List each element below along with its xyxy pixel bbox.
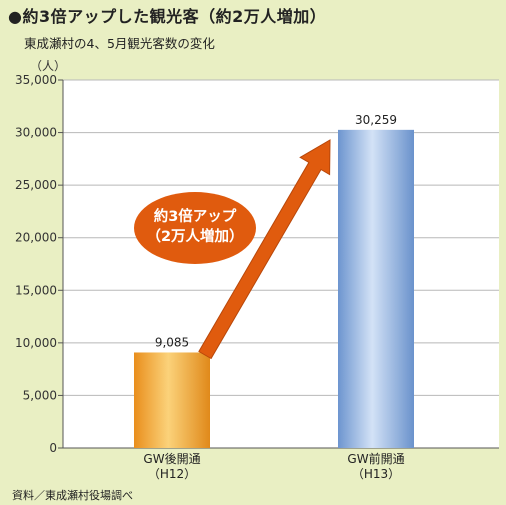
chart-title: ●約3倍アップした観光客（約2万人増加）	[8, 7, 327, 26]
y-tick-label: 30,000	[15, 126, 57, 140]
y-tick-label: 20,000	[15, 231, 57, 245]
bar	[134, 352, 210, 448]
category-labels: GW後開通（H12） GW前開通（H13）	[143, 451, 404, 481]
y-tick-label: 5,000	[23, 388, 57, 402]
y-tick-label: 35,000	[15, 73, 57, 87]
bar	[338, 129, 414, 448]
category-label: GW前開通	[347, 451, 404, 466]
data-labels: 9,085 30,259	[155, 113, 397, 350]
y-axis: 0 5,000 10,000 15,000 20,000 25,000 30,000 35,0…	[15, 73, 499, 455]
annotation: 約3倍アップ （2万人増加）	[134, 139, 331, 360]
chart-subtitle: 東成瀬村の4、5月観光客数の変化	[24, 36, 215, 51]
plot-area	[63, 80, 499, 448]
y-tick-label: 10,000	[15, 336, 57, 350]
bars	[134, 129, 414, 448]
y-axis-unit: （人）	[30, 59, 66, 73]
annotation-text: （2万人増加）	[146, 227, 243, 245]
increase-arrow	[198, 139, 331, 360]
source-note: 資料／東成瀬村役場調べ	[12, 489, 133, 502]
category-label: （H13）	[352, 467, 400, 481]
data-label: 9,085	[155, 335, 189, 349]
y-tick-label: 25,000	[15, 178, 57, 192]
category-label: GW後開通	[143, 452, 200, 466]
y-tick-label: 0	[49, 441, 57, 455]
annotation-text: 約3倍アップ	[154, 207, 237, 225]
data-label: 30,259	[355, 113, 397, 127]
annotation-badge	[134, 192, 256, 264]
y-tick-label: 15,000	[15, 283, 57, 297]
category-label: （H12）	[148, 467, 196, 481]
